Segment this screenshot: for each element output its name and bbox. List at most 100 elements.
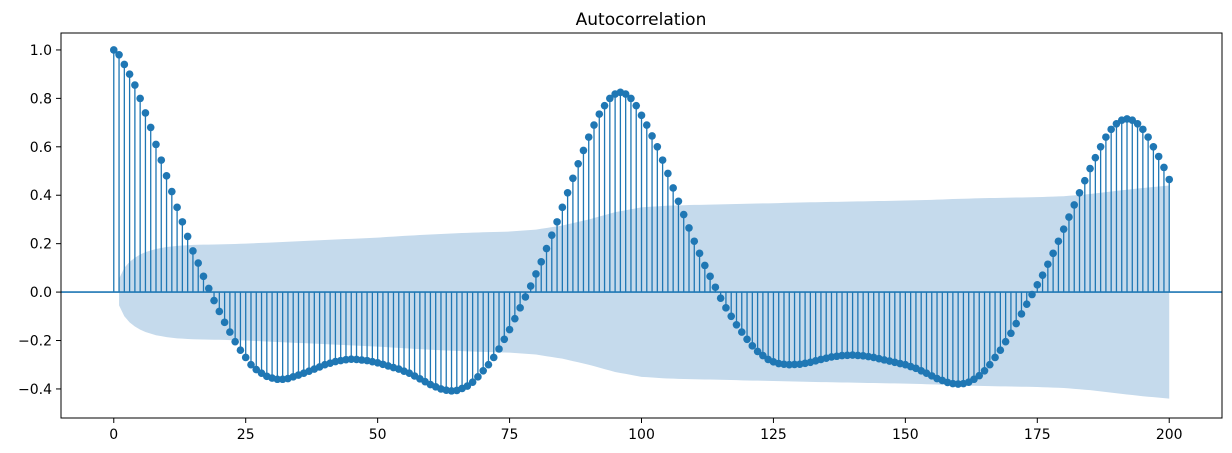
acf-marker — [479, 366, 487, 375]
x-tick-label: 175 — [1024, 427, 1051, 443]
acf-marker — [505, 325, 514, 334]
acf-marker — [1091, 153, 1100, 162]
acf-marker — [753, 347, 762, 356]
acf-marker — [590, 121, 598, 129]
acf-marker — [162, 172, 171, 180]
acf-marker — [579, 146, 588, 155]
acf-marker — [563, 189, 572, 197]
acf-marker — [606, 94, 614, 103]
acf-marker — [743, 335, 751, 344]
y-tick-label: 0.2 — [30, 237, 52, 253]
x-tick-label: 50 — [369, 427, 387, 443]
acf-marker — [220, 318, 229, 327]
acf-marker — [131, 81, 139, 89]
acf-marker — [1001, 337, 1010, 346]
acf-marker — [558, 203, 567, 212]
y-tick-label: 0.6 — [30, 140, 52, 156]
acf-marker — [1165, 175, 1174, 184]
acf-marker — [204, 284, 213, 293]
acf-marker — [669, 184, 677, 192]
acf-marker — [146, 123, 155, 132]
acf-marker — [986, 360, 994, 369]
acf-marker — [980, 366, 989, 375]
x-tick-label: 0 — [109, 427, 118, 443]
acf-marker — [711, 283, 720, 292]
acf-marker — [1075, 189, 1084, 197]
acf-marker — [241, 353, 250, 362]
acf-marker — [574, 159, 582, 168]
acf-marker — [685, 224, 693, 232]
acf-marker — [637, 111, 646, 120]
acf-marker — [706, 272, 714, 281]
acf-marker — [194, 259, 203, 267]
x-tick-label: 100 — [628, 427, 655, 443]
acf-marker — [1149, 143, 1158, 151]
x-tick-label: 150 — [892, 427, 919, 443]
acf-marker — [648, 132, 656, 140]
acf-marker — [463, 382, 472, 390]
acf-marker — [1102, 133, 1110, 141]
acf-marker — [996, 346, 1005, 355]
acf-marker — [474, 373, 482, 381]
x-tick-label: 25 — [237, 427, 255, 443]
acf-marker — [1028, 290, 1036, 299]
acf-marker — [1054, 237, 1063, 246]
acf-marker — [1049, 249, 1057, 258]
acf-marker — [569, 174, 577, 183]
acf-marker — [679, 210, 688, 219]
acf-marker — [109, 46, 118, 54]
y-tick-label: 1.0 — [30, 43, 52, 59]
acf-marker — [1086, 164, 1094, 173]
acf-marker — [732, 320, 741, 329]
acf-marker — [215, 307, 224, 316]
acf-marker — [716, 294, 725, 302]
acf-marker — [600, 101, 609, 110]
acf-marker — [199, 272, 208, 281]
acf-marker — [642, 121, 651, 129]
acf-marker — [1022, 300, 1031, 308]
acf-marker — [627, 94, 635, 103]
acf-marker — [500, 335, 509, 344]
acf-marker — [247, 360, 255, 369]
acf-marker — [526, 282, 535, 290]
acf-marker — [727, 312, 736, 321]
acf-marker — [125, 70, 134, 78]
acf-marker — [168, 187, 176, 196]
y-tick-label: 0.0 — [30, 285, 52, 301]
acf-marker — [1007, 329, 1015, 338]
y-tick-label: 0.8 — [30, 91, 52, 107]
y-tick-label: −0.4 — [18, 382, 52, 398]
acf-marker — [516, 304, 524, 312]
chart-title: Autocorrelation — [576, 10, 707, 30]
x-tick-label: 200 — [1156, 427, 1183, 443]
acf-marker — [653, 143, 662, 151]
acf-marker — [532, 270, 540, 278]
x-tick-label: 125 — [760, 427, 787, 443]
acf-marker — [1070, 201, 1079, 209]
acf-marker — [975, 371, 984, 380]
y-tick-label: 0.4 — [30, 188, 52, 204]
acf-marker — [737, 328, 746, 336]
acf-marker — [664, 169, 672, 178]
acf-marker — [695, 249, 704, 258]
acf-marker — [120, 60, 129, 69]
acf-marker — [231, 337, 239, 346]
acf-marker — [547, 231, 556, 239]
acf-marker — [1044, 260, 1052, 269]
acf-marker — [701, 261, 709, 270]
acf-marker — [1133, 120, 1142, 128]
acf-marker — [136, 94, 144, 103]
acf-marker — [183, 232, 192, 241]
acf-marker — [1033, 281, 1042, 289]
acf-marker — [173, 203, 181, 212]
acf-marker — [1012, 319, 1020, 328]
tick-layer: 0 25 50 75 100 125 150 175 200 −0.4 −0.2 0.0 0.2 0.4 0… — [18, 43, 1183, 443]
acf-marker — [658, 156, 667, 164]
acf-marker — [1139, 125, 1147, 134]
stem-layer — [109, 46, 1174, 395]
acf-marker — [1080, 176, 1089, 185]
acf-marker — [1096, 143, 1105, 151]
acf-marker — [1144, 133, 1152, 141]
acf-marker — [1065, 213, 1073, 221]
acf-marker — [189, 247, 197, 255]
